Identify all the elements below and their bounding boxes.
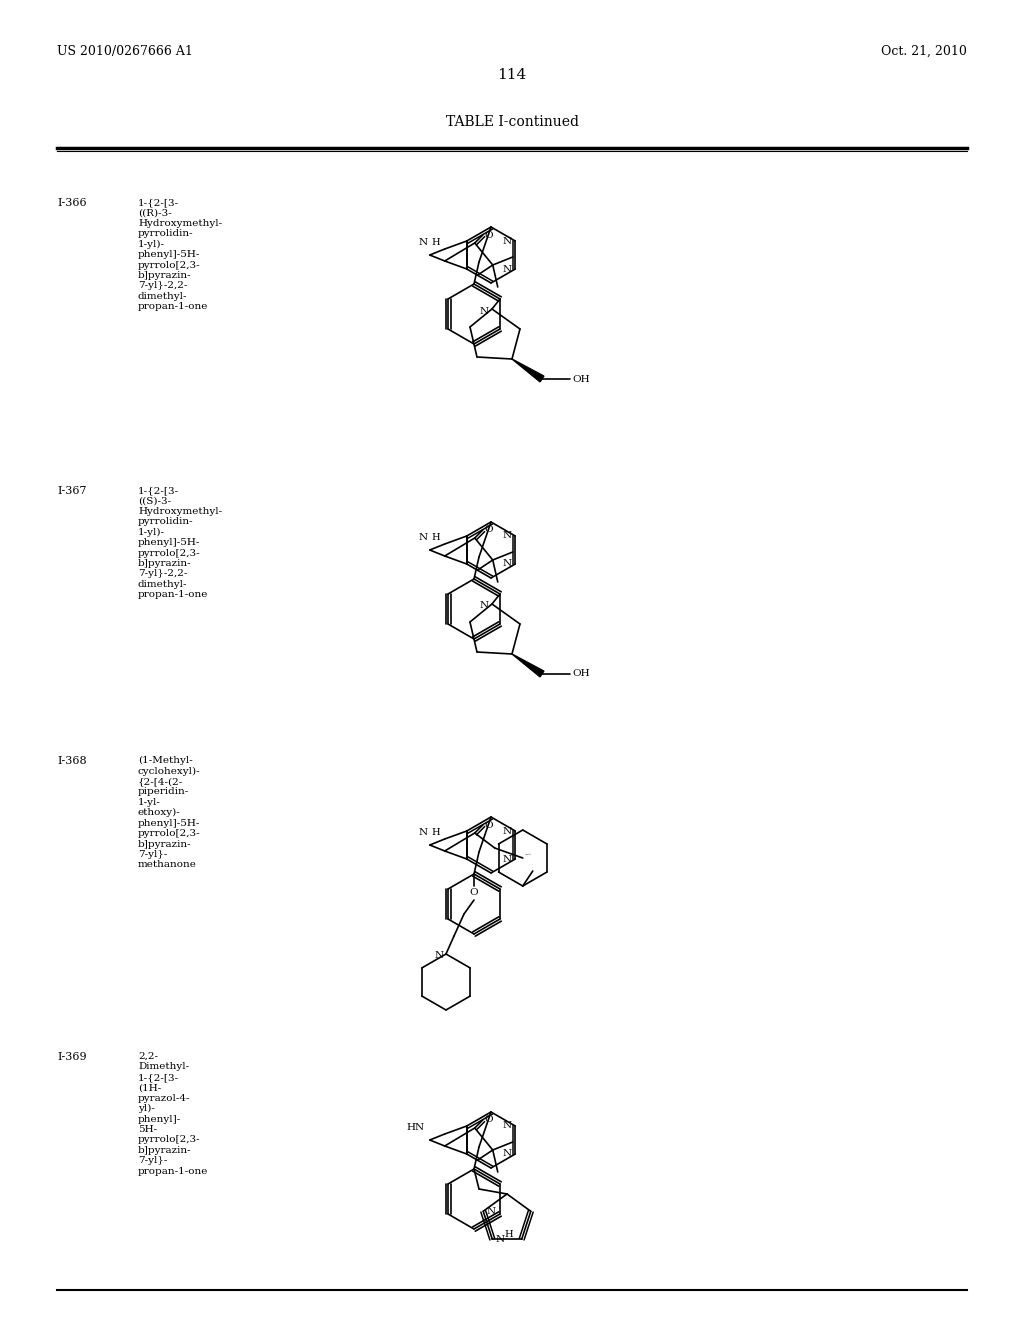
Text: (1-Methyl-
cyclohexyl)-
{2-[4-(2-
piperidin-
1-yl-
ethoxy)-
phenyl]-5H-
pyrrolo[: (1-Methyl- cyclohexyl)- {2-[4-(2- piperi… bbox=[138, 756, 201, 870]
Text: H: H bbox=[504, 1230, 513, 1238]
Text: O: O bbox=[484, 525, 494, 535]
Text: N: N bbox=[435, 952, 444, 961]
Polygon shape bbox=[512, 653, 544, 677]
Text: N: N bbox=[502, 560, 511, 569]
Text: N: N bbox=[486, 1206, 496, 1216]
Text: N: N bbox=[502, 1122, 511, 1130]
Text: OH: OH bbox=[572, 375, 590, 384]
Text: N: N bbox=[480, 306, 489, 315]
Text: I-366: I-366 bbox=[57, 198, 87, 209]
Text: N: N bbox=[502, 826, 511, 836]
Text: H: H bbox=[432, 238, 440, 247]
Text: N: N bbox=[480, 602, 489, 610]
Text: O: O bbox=[484, 1115, 494, 1125]
Text: OH: OH bbox=[572, 669, 590, 678]
Text: N: N bbox=[419, 238, 428, 247]
Text: TABLE I-continued: TABLE I-continued bbox=[445, 115, 579, 129]
Text: HN: HN bbox=[407, 1123, 425, 1133]
Text: N: N bbox=[502, 854, 511, 863]
Text: N: N bbox=[502, 532, 511, 540]
Text: N: N bbox=[502, 236, 511, 246]
Text: O: O bbox=[470, 888, 478, 898]
Text: H: H bbox=[432, 828, 440, 837]
Text: I-367: I-367 bbox=[57, 486, 86, 496]
Text: H: H bbox=[432, 533, 440, 543]
Text: 1-{2-[3-
((R)-3-
Hydroxymethyl-
pyrrolidin-
1-yl)-
phenyl]-5H-
pyrrolo[2,3-
b]py: 1-{2-[3- ((R)-3- Hydroxymethyl- pyrrolid… bbox=[138, 198, 222, 312]
Text: N: N bbox=[502, 264, 511, 273]
Text: Oct. 21, 2010: Oct. 21, 2010 bbox=[881, 45, 967, 58]
Text: US 2010/0267666 A1: US 2010/0267666 A1 bbox=[57, 45, 193, 58]
Text: (1-methyl): (1-methyl) bbox=[524, 853, 531, 855]
Polygon shape bbox=[512, 359, 544, 381]
Text: N: N bbox=[419, 828, 428, 837]
Text: N: N bbox=[419, 533, 428, 543]
Text: N: N bbox=[502, 1150, 511, 1159]
Text: I-368: I-368 bbox=[57, 756, 87, 766]
Text: 114: 114 bbox=[498, 69, 526, 82]
Text: I-369: I-369 bbox=[57, 1052, 87, 1063]
Text: 2,2-
Dimethyl-
1-{2-[3-
(1H-
pyrazol-4-
yl)-
phenyl]-
5H-
pyrrolo[2,3-
b]pyrazin: 2,2- Dimethyl- 1-{2-[3- (1H- pyrazol-4- … bbox=[138, 1052, 208, 1176]
Text: N: N bbox=[496, 1234, 505, 1243]
Text: O: O bbox=[484, 231, 494, 239]
Text: 1-{2-[3-
((S)-3-
Hydroxymethyl-
pyrrolidin-
1-yl)-
phenyl]-5H-
pyrrolo[2,3-
b]py: 1-{2-[3- ((S)-3- Hydroxymethyl- pyrrolid… bbox=[138, 486, 222, 599]
Text: O: O bbox=[484, 821, 494, 829]
